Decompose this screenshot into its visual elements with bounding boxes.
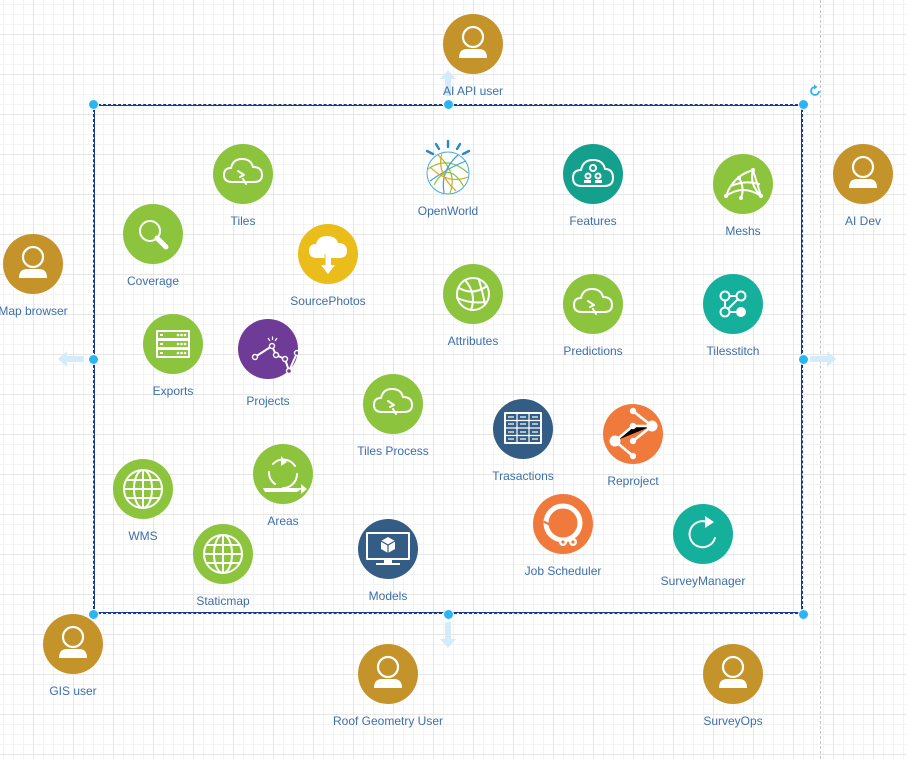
nodes-icon: [703, 274, 763, 334]
node-label-coverage: Coverage: [126, 274, 180, 288]
table-grid-icon: [493, 399, 553, 459]
cloud-download-icon: [298, 224, 358, 284]
node-label-exports: Exports: [152, 384, 194, 398]
node-label-ai-api-user: AI API user: [442, 84, 504, 98]
node-label-trasactions: Trasactions: [492, 469, 554, 483]
node-tilesstitch[interactable]: [703, 274, 763, 334]
magnifier-icon: [123, 204, 183, 264]
node-sourcephotos[interactable]: [298, 224, 358, 284]
refresh-icon: [673, 504, 733, 564]
resize-handle-s[interactable]: [443, 609, 454, 620]
node-label-wms: WMS: [128, 529, 158, 543]
node-label-openworld: OpenWorld: [417, 204, 479, 218]
node-label-map-browser: Map browser: [0, 304, 68, 318]
node-map-browser[interactable]: [3, 234, 63, 294]
node-models[interactable]: [358, 519, 418, 579]
node-roof-geometry-user[interactable]: [358, 644, 418, 704]
gear-cycle-icon: [533, 494, 593, 554]
user-icon: [443, 14, 503, 74]
node-meshs[interactable]: [713, 154, 773, 214]
resize-handle-n[interactable]: [443, 99, 454, 110]
node-label-gis-user: GIS user: [49, 684, 97, 698]
node-features[interactable]: [563, 144, 623, 204]
node-label-attributes: Attributes: [447, 334, 499, 348]
node-label-surveymanager: SurveyManager: [660, 574, 746, 588]
resize-handle-e[interactable]: [798, 354, 809, 365]
user-icon: [3, 234, 63, 294]
server-rack-icon: [143, 314, 203, 374]
recycle-icon: [253, 444, 313, 504]
node-attributes[interactable]: [443, 264, 503, 324]
cloud-sync-icon: [563, 274, 623, 334]
hint-arrow-down-icon[interactable]: [440, 622, 456, 648]
node-label-predictions: Predictions: [563, 344, 623, 358]
hint-arrow-left-icon[interactable]: [58, 351, 84, 367]
node-tiles[interactable]: [213, 144, 273, 204]
node-label-areas: Areas: [267, 514, 299, 528]
user-icon: [703, 644, 763, 704]
node-trasactions[interactable]: [493, 399, 553, 459]
node-label-surveyops: SurveyOps: [703, 714, 763, 728]
node-label-sourcephotos: SourcePhotos: [290, 294, 366, 308]
cloud-sync-icon: [213, 144, 273, 204]
hint-arrow-right-icon[interactable]: [810, 351, 836, 367]
node-ai-api-user[interactable]: [443, 14, 503, 74]
node-label-ai-dev: AI Dev: [844, 214, 882, 228]
node-reproject[interactable]: [603, 404, 663, 464]
node-label-features: Features: [569, 214, 617, 228]
node-label-tilesstitch: Tilesstitch: [706, 344, 760, 358]
watson-globe-icon: [425, 139, 471, 195]
node-label-tiles: Tiles: [230, 214, 256, 228]
node-label-reproject: Reproject: [607, 474, 659, 488]
node-label-staticmap: Staticmap: [196, 594, 250, 608]
node-ai-dev[interactable]: [833, 144, 893, 204]
monitor-cube-icon: [358, 519, 418, 579]
line-chart-icon: [238, 319, 298, 379]
user-icon: [43, 614, 103, 674]
node-coverage[interactable]: [123, 204, 183, 264]
node-staticmap[interactable]: [193, 524, 253, 584]
cloud-sync-icon: [363, 374, 423, 434]
branch-icon: [603, 404, 663, 464]
globe-icon: [113, 459, 173, 519]
node-label-roof-geometry-user: Roof Geometry User: [332, 714, 444, 728]
resize-handle-nw[interactable]: [88, 99, 99, 110]
user-icon: [358, 644, 418, 704]
resize-handle-ne[interactable]: [798, 99, 809, 110]
globe-icon: [193, 524, 253, 584]
node-projects[interactable]: [238, 319, 298, 379]
alignment-guide: [820, 0, 821, 759]
node-job-scheduler[interactable]: [533, 494, 593, 554]
sphere-icon: [443, 264, 503, 324]
resize-handle-sw[interactable]: [88, 609, 99, 620]
node-predictions[interactable]: [563, 274, 623, 334]
node-areas[interactable]: [253, 444, 313, 504]
resize-handle-w[interactable]: [88, 354, 99, 365]
node-label-tiles-process: Tiles Process: [357, 444, 429, 458]
node-surveymanager[interactable]: [673, 504, 733, 564]
mesh-icon: [713, 154, 773, 214]
node-label-projects: Projects: [246, 394, 290, 408]
node-gis-user[interactable]: [43, 614, 103, 674]
node-exports[interactable]: [143, 314, 203, 374]
node-label-meshs: Meshs: [725, 224, 761, 238]
node-openworld[interactable]: [418, 137, 478, 197]
node-wms[interactable]: [113, 459, 173, 519]
resize-handle-se[interactable]: [798, 609, 809, 620]
cloud-robot-icon: [563, 144, 623, 204]
node-tiles-process[interactable]: [363, 374, 423, 434]
rotate-handle-icon[interactable]: [808, 84, 822, 98]
node-label-job-scheduler: Job Scheduler: [524, 564, 602, 578]
user-icon: [833, 144, 893, 204]
node-label-models: Models: [368, 589, 408, 603]
hint-arrow-up-icon[interactable]: [440, 70, 456, 96]
node-surveyops[interactable]: [703, 644, 763, 704]
